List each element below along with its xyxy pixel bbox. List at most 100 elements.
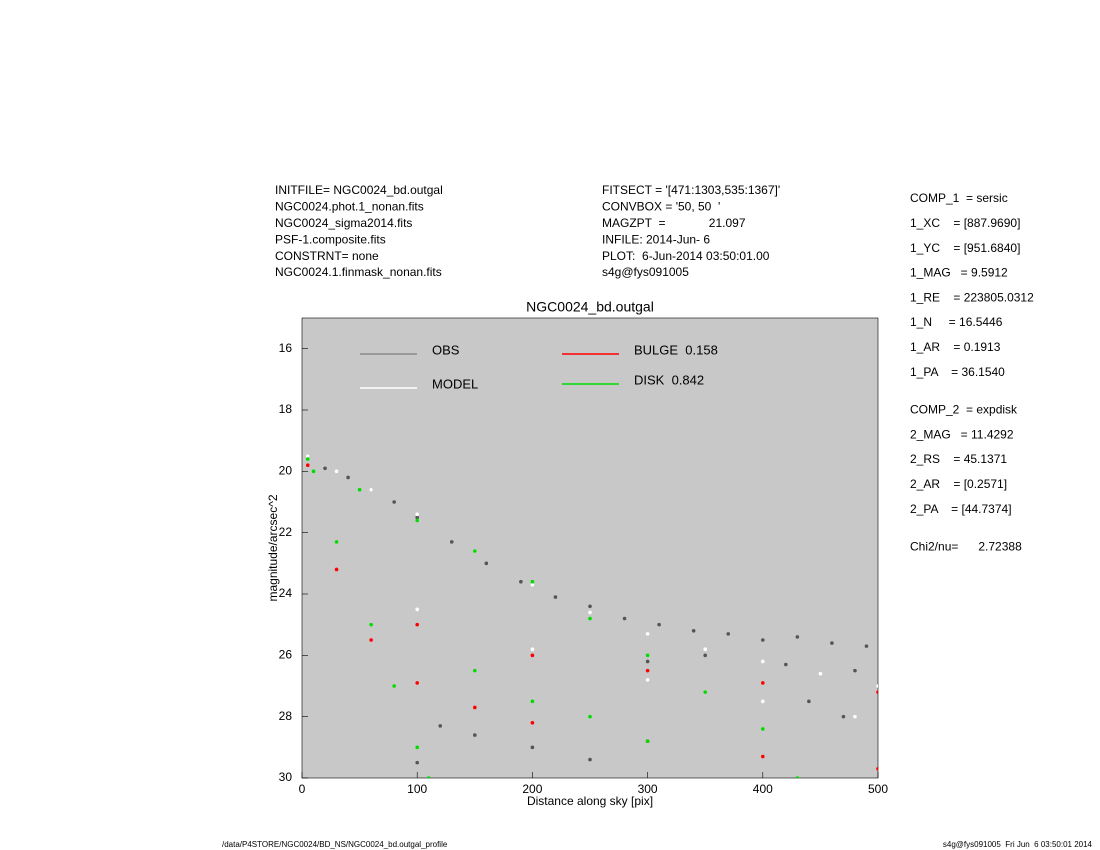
point [392, 500, 396, 504]
point [530, 699, 535, 704]
point [645, 668, 650, 673]
header-line: NGC0024.1.finmask_nonan.fits [275, 265, 442, 279]
parameter-line: 2_MAG = 11.4292 [910, 427, 1014, 441]
header-line: PSF-1.composite.fits [275, 232, 386, 246]
point [588, 604, 592, 609]
point [415, 622, 420, 627]
point [415, 607, 420, 612]
point [703, 647, 707, 651]
y-tick-label: 24 [279, 586, 293, 600]
header-line: CONVBOX = '50, 50 ' [602, 200, 720, 214]
x-tick-label: 200 [522, 782, 542, 796]
parameter-line: 1_XC = [887.9690] [910, 216, 1020, 230]
point [415, 745, 420, 750]
point [657, 622, 661, 627]
point [645, 653, 650, 658]
point [761, 727, 765, 731]
point [761, 659, 765, 664]
point [473, 549, 477, 553]
point [622, 616, 627, 621]
point [305, 457, 310, 461]
x-axis-label: Distance along sky [pix] [527, 794, 653, 808]
point [415, 512, 420, 517]
point [346, 475, 350, 480]
point [645, 739, 650, 743]
parameter-line: 2_AR = [0.2571] [910, 477, 1007, 491]
parameter-line: 1_N = 16.5446 [910, 315, 1003, 329]
parameter-line: 1_MAG = 9.5912 [910, 266, 1008, 280]
point [334, 540, 339, 544]
point [726, 632, 731, 636]
point [853, 714, 857, 719]
y-tick-label: 26 [279, 648, 293, 662]
point [305, 463, 310, 468]
point [876, 690, 878, 694]
point [830, 641, 834, 645]
x-tick-label: 300 [638, 782, 658, 796]
point [530, 721, 535, 725]
header-line: FITSECT = '[471:1303,535:1367]' [602, 183, 780, 197]
point [415, 515, 420, 520]
point [438, 724, 443, 728]
point [876, 767, 878, 771]
point [473, 705, 477, 710]
point [426, 776, 431, 778]
point [703, 690, 707, 694]
point [473, 733, 477, 737]
point [415, 760, 420, 765]
point [761, 699, 765, 704]
header-line: CONSTRNT= none [275, 249, 379, 263]
x-tick-label: 100 [407, 782, 427, 796]
point [369, 622, 373, 627]
point [519, 579, 523, 584]
x-tick-label: 400 [753, 782, 773, 796]
point [473, 668, 477, 673]
legend-label: MODEL [432, 376, 478, 391]
point [645, 678, 650, 682]
point [553, 595, 558, 599]
point [415, 518, 420, 523]
legend-label: BULGE 0.158 [634, 342, 718, 357]
header-line: MAGZPT = 21.097 [602, 216, 746, 230]
point [645, 632, 650, 636]
point [761, 681, 765, 685]
point [530, 653, 535, 658]
point [703, 653, 707, 658]
point [864, 644, 869, 648]
points [305, 454, 878, 778]
point [530, 647, 535, 651]
point [530, 579, 535, 584]
x-tick-label: 500 [868, 782, 888, 796]
footer-stamp: s4g@fys091005 Fri Jun 6 03:50:01 2014 [943, 840, 1093, 849]
legend-label: DISK 0.842 [634, 372, 704, 387]
point [588, 616, 592, 621]
point [645, 659, 650, 664]
point [311, 469, 316, 474]
point [691, 629, 696, 633]
point [761, 638, 765, 642]
header-line: PLOT: 6-Jun-2014 03:50:01.00 [602, 249, 770, 263]
footer-path: /data/P4STORE/NGC0024/BD_NS/NGC0024_bd.o… [222, 840, 448, 849]
point [807, 699, 811, 704]
y-tick-label: 28 [279, 709, 293, 723]
parameter-line: COMP_1 = sersic [910, 191, 1008, 205]
header-line: NGC0024.phot.1_nonan.fits [275, 200, 424, 214]
y-axis-label: magnitude/arcsec^2 [266, 494, 280, 601]
parameter-line: 1_PA = 36.1540 [910, 365, 1005, 379]
y-tick-label: 20 [279, 464, 293, 478]
y-tick-label: 18 [279, 402, 293, 416]
y-tick-label: 22 [279, 525, 293, 539]
point [588, 757, 592, 762]
point [588, 610, 592, 615]
header-line: INFILE: 2014-Jun- 6 [602, 232, 710, 246]
header-line: s4g@fys091005 [602, 265, 689, 279]
point [795, 776, 800, 778]
x-tick-label: 0 [299, 782, 306, 796]
plot-background [301, 317, 879, 779]
point [305, 454, 310, 458]
header-line: INITFILE= NGC0024_bd.outgal [275, 183, 443, 197]
point [449, 540, 454, 544]
point [876, 684, 878, 688]
point [761, 754, 765, 759]
